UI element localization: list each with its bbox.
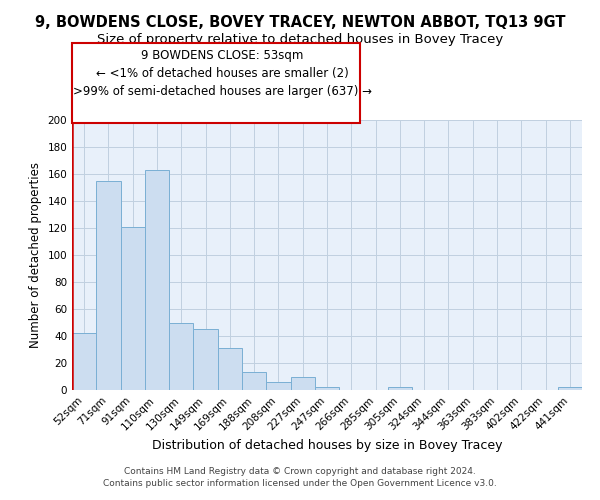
X-axis label: Distribution of detached houses by size in Bovey Tracey: Distribution of detached houses by size … xyxy=(152,438,502,452)
Bar xyxy=(169,322,193,390)
Bar xyxy=(72,334,96,390)
Bar xyxy=(266,382,290,390)
Bar xyxy=(242,372,266,390)
Text: Contains HM Land Registry data © Crown copyright and database right 2024.
Contai: Contains HM Land Registry data © Crown c… xyxy=(103,466,497,487)
Bar xyxy=(96,180,121,390)
Bar xyxy=(218,348,242,390)
Bar xyxy=(315,388,339,390)
Y-axis label: Number of detached properties: Number of detached properties xyxy=(29,162,42,348)
Bar xyxy=(121,226,145,390)
Bar xyxy=(388,388,412,390)
Text: 9, BOWDENS CLOSE, BOVEY TRACEY, NEWTON ABBOT, TQ13 9GT: 9, BOWDENS CLOSE, BOVEY TRACEY, NEWTON A… xyxy=(35,15,565,30)
Text: 9 BOWDENS CLOSE: 53sqm
← <1% of detached houses are smaller (2)
>99% of semi-det: 9 BOWDENS CLOSE: 53sqm ← <1% of detached… xyxy=(73,48,371,98)
Bar xyxy=(290,376,315,390)
Text: Size of property relative to detached houses in Bovey Tracey: Size of property relative to detached ho… xyxy=(97,34,503,46)
Bar xyxy=(558,388,582,390)
Bar xyxy=(193,329,218,390)
Bar xyxy=(145,170,169,390)
